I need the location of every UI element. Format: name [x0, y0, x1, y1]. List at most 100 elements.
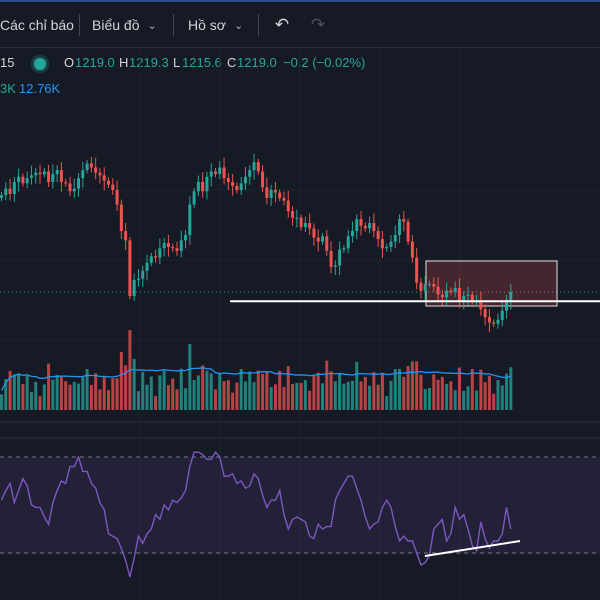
- volume-bar: [350, 380, 354, 410]
- candle-body: [406, 221, 410, 242]
- volume-bar: [316, 372, 320, 410]
- candle-body: [282, 197, 286, 201]
- change-value: −0.2 (−0.02%): [283, 55, 366, 70]
- rsi-trendline: [424, 540, 521, 557]
- volume-bar: [145, 384, 149, 410]
- candle-body: [359, 219, 363, 226]
- candle-body: [64, 182, 68, 184]
- candle-body: [201, 182, 205, 192]
- volume-bar: [188, 344, 192, 410]
- volume-bar: [201, 365, 205, 410]
- candle-body: [158, 248, 162, 258]
- candle-body: [77, 178, 81, 189]
- volume-bar: [243, 381, 247, 410]
- candle-body: [402, 219, 406, 222]
- volume-bar: [0, 394, 3, 410]
- candle-body: [192, 191, 196, 205]
- volume-bar: [34, 381, 38, 410]
- candle-body: [68, 183, 72, 192]
- indicators-button[interactable]: Các chỉ báo: [0, 14, 74, 36]
- undo-icon[interactable]: ↶: [274, 15, 290, 34]
- volume-bar: [85, 369, 89, 410]
- candle-body: [42, 171, 46, 175]
- volume-bar: [51, 379, 55, 410]
- candle-body: [316, 237, 320, 242]
- volume-bar: [166, 385, 170, 410]
- volume-bar: [107, 390, 110, 410]
- candle-body: [509, 292, 513, 300]
- volume-bar: [308, 390, 312, 410]
- candle-body: [303, 223, 307, 228]
- candle-body: [145, 262, 149, 271]
- volume-bar: [184, 388, 188, 410]
- profile-menu-button[interactable]: Hồ sơ ⌄: [188, 14, 243, 36]
- candle-body: [4, 188, 8, 196]
- candle-body: [141, 270, 145, 279]
- candle-body: [89, 163, 93, 168]
- consolidation-box: [425, 260, 558, 307]
- rsi-band: [0, 457, 600, 553]
- candle-body: [98, 172, 102, 176]
- volume-bar: [205, 370, 209, 410]
- candle-body: [175, 248, 179, 251]
- volume-bar: [47, 363, 51, 410]
- close-label: C: [227, 55, 237, 70]
- candle-body: [136, 278, 140, 281]
- candle-body: [453, 288, 457, 292]
- candle-body: [479, 301, 483, 310]
- volume-bar: [355, 361, 359, 410]
- candle-body: [51, 174, 55, 183]
- candle-body: [419, 282, 423, 291]
- candle-body: [286, 200, 290, 212]
- candle-body: [398, 219, 402, 236]
- candle-body: [449, 290, 453, 292]
- candle-body: [295, 217, 299, 219]
- volume-bar: [154, 396, 158, 410]
- redo-icon[interactable]: ↷: [310, 15, 326, 34]
- candle-body: [269, 189, 273, 198]
- candle-body: [350, 231, 354, 237]
- volume-bar: [342, 383, 346, 410]
- candle-body: [38, 172, 42, 175]
- candle-body: [363, 225, 367, 229]
- candle-body: [188, 204, 192, 236]
- volume-bar: [256, 370, 260, 410]
- volume-bar: [372, 372, 376, 410]
- volume-bar: [500, 385, 504, 410]
- candle-body: [325, 236, 329, 251]
- candle-body: [47, 171, 51, 183]
- candle-body: [29, 175, 33, 179]
- candle-body: [385, 246, 389, 249]
- candle-body: [329, 250, 333, 267]
- candle-body: [299, 217, 303, 228]
- candle-body: [436, 286, 440, 295]
- volume-bar: [8, 370, 12, 410]
- volume-bar: [209, 373, 213, 410]
- candle-body: [184, 235, 188, 241]
- volume-bar: [419, 374, 423, 410]
- volume-bar: [149, 376, 153, 410]
- candle-body: [333, 265, 337, 267]
- candle-body: [466, 294, 470, 296]
- volume-bar: [59, 376, 63, 410]
- volume-bar: [89, 385, 93, 410]
- volume-bar: [29, 391, 33, 410]
- candle-body: [368, 223, 372, 229]
- candle-body: [25, 178, 29, 184]
- charts-menu-button[interactable]: Biểu đồ ⌄: [92, 14, 157, 36]
- volume-bar: [231, 392, 235, 410]
- volume-bar: [286, 366, 290, 410]
- candle-body: [72, 188, 76, 192]
- candle-body: [239, 183, 243, 190]
- candle-body: [119, 204, 123, 232]
- volume-bar: [368, 385, 372, 410]
- candle-body: [205, 176, 209, 192]
- candle-body: [440, 294, 444, 298]
- candle-body: [149, 256, 153, 263]
- candle-body: [132, 280, 136, 296]
- candle-body: [312, 228, 316, 238]
- volume-bar: [132, 358, 136, 410]
- volume-bar: [479, 369, 483, 410]
- volume-bar: [496, 380, 500, 410]
- chart-canvas[interactable]: [0, 48, 600, 600]
